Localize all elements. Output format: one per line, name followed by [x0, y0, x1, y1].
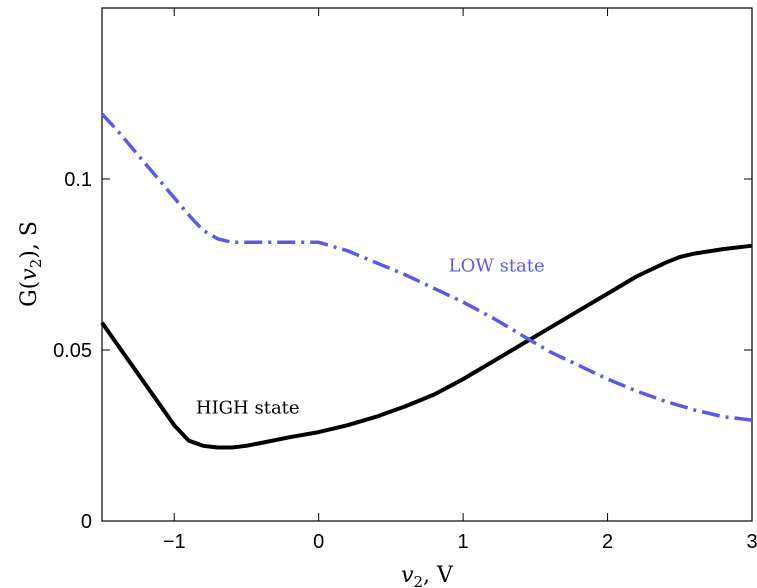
ticks: −1 0 1 2 3 0 0.05 0.1 — [53, 8, 757, 553]
y-axis-label-sub: 2 — [27, 259, 45, 269]
series-layer — [100, 112, 753, 450]
annotation-label: HIGH state — [196, 397, 300, 418]
x-tick-label: 0 — [313, 531, 324, 553]
x-axis-label-sub: 2 — [414, 573, 424, 588]
x-axis-label-var: v — [401, 563, 414, 588]
y-tick-label: 0.1 — [64, 169, 92, 191]
y-axis-label-suffix: ), S — [17, 221, 42, 259]
plot-area — [101, 7, 753, 522]
x-tick-label: −1 — [163, 531, 186, 553]
y-tick-label: 0 — [81, 511, 92, 533]
x-tick-label: 2 — [602, 531, 613, 553]
x-axis-label: v2, V — [401, 563, 454, 588]
annotations: HIGH state LOW state — [196, 255, 545, 418]
x-axis-label-unit: , V — [423, 563, 454, 588]
y-axis-label-prefix: G( — [17, 281, 42, 307]
x-tick-label: 3 — [746, 531, 757, 553]
y-axis-label: G(v2), S — [17, 221, 45, 307]
y-tick-label: 0.05 — [53, 340, 92, 362]
series-line-low-state — [100, 112, 753, 422]
y-axis-label-var: v — [17, 268, 42, 281]
x-tick-label: 1 — [458, 531, 469, 553]
annotation-label: LOW state — [449, 255, 545, 276]
series-line-high-state — [100, 243, 753, 450]
